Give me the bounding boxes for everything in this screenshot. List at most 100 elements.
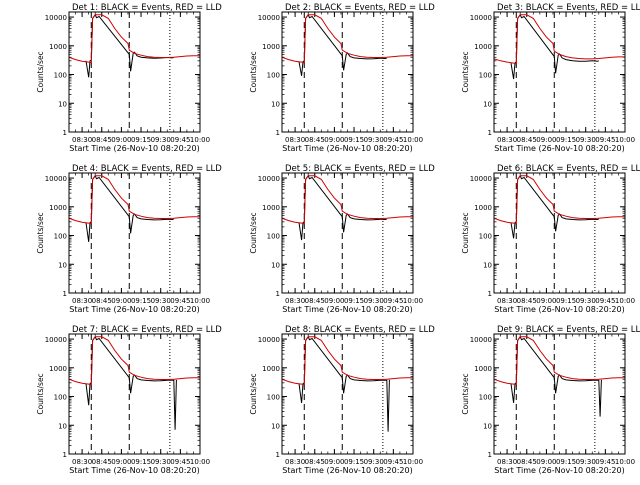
- x-tick-label: 08:30: [72, 458, 92, 466]
- y-tick-label: 100: [267, 394, 280, 402]
- x-tick-label: 08:45: [92, 458, 112, 466]
- y-axis-label: Counts/sec: [36, 373, 45, 414]
- x-tick-label: 08:30: [72, 297, 92, 305]
- series-line-lld: [494, 175, 625, 225]
- x-tick-label: 09:30: [576, 297, 596, 305]
- panel-title: Det 8: BLACK = Events, RED = LLD: [285, 325, 435, 335]
- x-tick-label: 09:00: [536, 136, 556, 144]
- x-tick-label: 09:00: [324, 297, 344, 305]
- x-tick-label: 09:30: [364, 297, 384, 305]
- y-axis-label: Counts/sec: [36, 212, 45, 253]
- y-tick-label: 10000: [258, 336, 280, 344]
- x-tick-label: 10:00: [615, 136, 635, 144]
- x-tick-label: 09:30: [151, 136, 171, 144]
- x-tick-label: 09:45: [383, 458, 403, 466]
- y-tick-label: 1000: [49, 204, 67, 212]
- y-axis-label: Counts/sec: [461, 373, 470, 414]
- x-tick-label: 09:45: [595, 136, 615, 144]
- y-tick-label: 100: [54, 233, 67, 241]
- y-tick-label: 10000: [45, 14, 67, 22]
- x-tick-label: 09:15: [131, 297, 151, 305]
- x-tick-label: 09:00: [111, 297, 131, 305]
- series-line-events: [298, 335, 390, 432]
- detector-panel-2: Det 2: BLACK = Events, RED = LLD 1 10 100 10…: [249, 3, 435, 153]
- y-tick-label: 1000: [474, 365, 492, 373]
- series-line-events: [85, 13, 175, 78]
- plot-frame: [493, 11, 626, 133]
- x-tick-label: 08:30: [285, 136, 305, 144]
- plot-frame: [281, 172, 414, 294]
- x-tick-label: 09:30: [364, 136, 384, 144]
- y-tick-label: 1000: [474, 204, 492, 212]
- series-line-events: [298, 174, 388, 241]
- y-tick-label: 10: [271, 100, 280, 108]
- x-tick-label: 08:45: [305, 136, 325, 144]
- x-tick-label: 10:00: [403, 297, 423, 305]
- detector-panel-3: Det 3: BLACK = Events, RED = LLD 1 10 100 10…: [461, 3, 640, 153]
- x-tick-label: 09:30: [151, 297, 171, 305]
- y-tick-label: 100: [479, 394, 492, 402]
- panel-title: Det 3: BLACK = Events, RED = LLD: [497, 3, 640, 13]
- y-tick-label: 100: [267, 72, 280, 80]
- x-tick-label: 10:00: [190, 458, 210, 466]
- y-tick-label: 1000: [262, 365, 280, 373]
- series-line-lld: [69, 175, 200, 225]
- x-tick-label: 09:15: [131, 458, 151, 466]
- x-tick-label: 09:15: [344, 136, 364, 144]
- detector-panel-6: Det 6: BLACK = Events, RED = LLD 1 10 100 10…: [461, 164, 640, 314]
- x-tick-label: 09:45: [170, 136, 190, 144]
- series-line-lld: [494, 336, 625, 386]
- series-line-lld: [282, 336, 413, 386]
- x-axis-label: Start Time (26-Nov-10 08:20:20): [494, 305, 624, 314]
- x-tick-label: 08:45: [517, 297, 537, 305]
- y-tick-label: 1: [276, 451, 280, 459]
- panel-title: Det 5: BLACK = Events, RED = LLD: [285, 164, 435, 174]
- x-tick-label: 08:30: [497, 136, 517, 144]
- y-tick-label: 1: [63, 290, 67, 298]
- y-tick-label: 1: [488, 290, 492, 298]
- y-axis-label: Counts/sec: [249, 373, 258, 414]
- x-tick-label: 09:15: [556, 297, 576, 305]
- y-tick-label: 100: [54, 72, 67, 80]
- series-line-events: [510, 13, 599, 80]
- panel-title: Det 1: BLACK = Events, RED = LLD: [72, 3, 222, 13]
- x-tick-label: 09:00: [536, 297, 556, 305]
- x-tick-label: 09:15: [131, 136, 151, 144]
- x-axis-label: Start Time (26-Nov-10 08:20:20): [494, 144, 624, 153]
- panel-title: Det 2: BLACK = Events, RED = LLD: [285, 3, 435, 13]
- series-line-events: [510, 174, 600, 239]
- x-tick-label: 09:30: [151, 458, 171, 466]
- y-tick-label: 10000: [258, 14, 280, 22]
- y-tick-label: 10000: [45, 336, 67, 344]
- detector-panel-1: Det 1: BLACK = Events, RED = LLD 1 10 100 10…: [36, 3, 222, 153]
- x-tick-label: 09:30: [364, 458, 384, 466]
- x-tick-label: 09:45: [595, 297, 615, 305]
- x-tick-label: 10:00: [615, 458, 635, 466]
- x-tick-label: 09:15: [556, 458, 576, 466]
- y-tick-label: 10: [483, 261, 492, 269]
- x-tick-label: 08:30: [285, 458, 305, 466]
- panel-title: Det 7: BLACK = Events, RED = LLD: [72, 325, 222, 335]
- detector-panel-5: Det 5: BLACK = Events, RED = LLD 1 10 100 10…: [249, 164, 435, 314]
- x-tick-label: 09:00: [111, 458, 131, 466]
- x-tick-label: 08:45: [517, 458, 537, 466]
- x-tick-label: 09:45: [170, 458, 190, 466]
- y-tick-label: 100: [54, 394, 67, 402]
- series-line-events: [85, 174, 175, 242]
- y-axis-label: Counts/sec: [36, 51, 45, 92]
- x-tick-label: 10:00: [190, 297, 210, 305]
- x-tick-label: 08:45: [305, 458, 325, 466]
- plot-frame: [281, 333, 414, 455]
- x-tick-label: 08:45: [92, 136, 112, 144]
- x-axis-label: Start Time (26-Nov-10 08:20:20): [69, 144, 199, 153]
- plot-frame: [493, 333, 626, 455]
- x-tick-label: 09:00: [324, 136, 344, 144]
- x-tick-label: 09:30: [576, 136, 596, 144]
- x-tick-label: 09:30: [576, 458, 596, 466]
- x-tick-label: 08:45: [517, 136, 537, 144]
- y-tick-label: 10: [58, 261, 67, 269]
- y-tick-label: 10: [58, 100, 67, 108]
- y-tick-label: 10000: [45, 175, 67, 183]
- x-axis-label: Start Time (26-Nov-10 08:20:20): [494, 466, 624, 475]
- x-tick-label: 08:30: [285, 297, 305, 305]
